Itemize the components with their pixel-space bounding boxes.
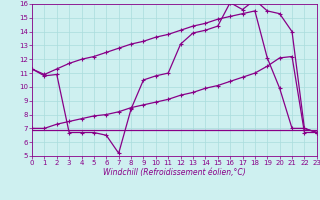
X-axis label: Windchill (Refroidissement éolien,°C): Windchill (Refroidissement éolien,°C): [103, 168, 246, 177]
